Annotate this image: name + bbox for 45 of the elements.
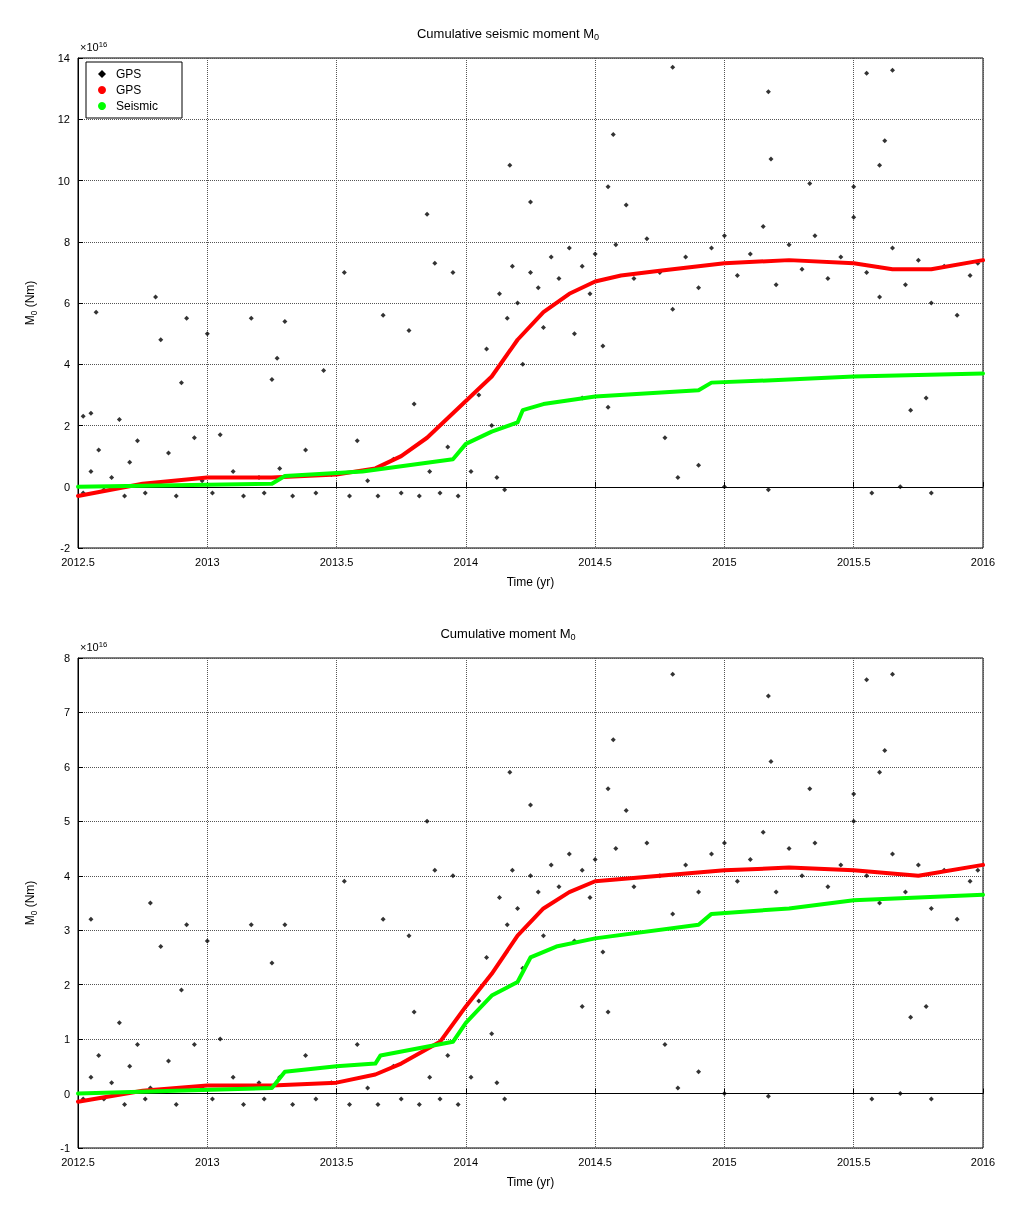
y-axis-title: M0 (Nm): [23, 880, 39, 926]
y-tick-label: -2: [60, 542, 70, 554]
x-tick-label: 2015: [712, 1155, 737, 1168]
line-series: [76, 892, 985, 1096]
y-tick-label: 2: [63, 419, 70, 432]
y-tick-label: 2: [63, 978, 70, 991]
y-tick-label: 0: [63, 480, 70, 493]
y-tick-label: 4: [63, 869, 70, 882]
legend-label: GPS: [116, 67, 142, 81]
x-tick-label: 2012.5: [61, 1155, 95, 1168]
y-axis-title: M0 (Nm): [23, 280, 39, 326]
y-tick-label: 1: [63, 1033, 70, 1046]
y-tick-label: 3: [63, 924, 70, 937]
x-tick-label: 2016: [970, 1155, 996, 1168]
x-tick-label: 2013: [195, 1155, 220, 1168]
x-tick-label: 2015.5: [836, 555, 871, 568]
y-tick-label: -1: [60, 1142, 70, 1154]
x-axis-title: Time (yr): [506, 575, 555, 589]
y-tick-label: 8: [63, 652, 70, 664]
x-tick-label: 2014.5: [578, 1155, 612, 1168]
y-tick-label: 6: [63, 760, 70, 773]
x-tick-label: 2016: [970, 555, 996, 568]
x-tick-label: 2013: [195, 555, 220, 568]
line-series: [76, 862, 985, 1104]
y-tick-label: 12: [57, 113, 70, 126]
y-tick-label: 10: [57, 174, 70, 187]
legend-label: Seismic: [116, 99, 159, 113]
legend-label: GPS: [116, 83, 142, 97]
x-tick-label: 2013.5: [319, 555, 354, 568]
y-tick-label: 5: [63, 815, 70, 828]
y-tick-label: 7: [63, 706, 70, 719]
x-tick-label: 2013.5: [319, 1155, 354, 1168]
y-tick-label: 14: [57, 52, 70, 64]
x-tick-label: 2015.5: [836, 1155, 871, 1168]
y-tick-label: 0: [63, 1087, 70, 1100]
x-axis-title: Time (yr): [506, 1175, 555, 1189]
y-tick-label: 4: [63, 358, 70, 371]
x-tick-label: 2015: [712, 555, 737, 568]
x-tick-label: 2014: [453, 1155, 479, 1168]
y-tick-label: 6: [63, 297, 70, 309]
x-tick-label: 2014: [453, 555, 479, 568]
y-tick-label: 8: [63, 235, 70, 248]
x-tick-label: 2014.5: [578, 555, 612, 568]
line-series: [76, 371, 985, 489]
x-tick-label: 2012.5: [61, 555, 95, 568]
